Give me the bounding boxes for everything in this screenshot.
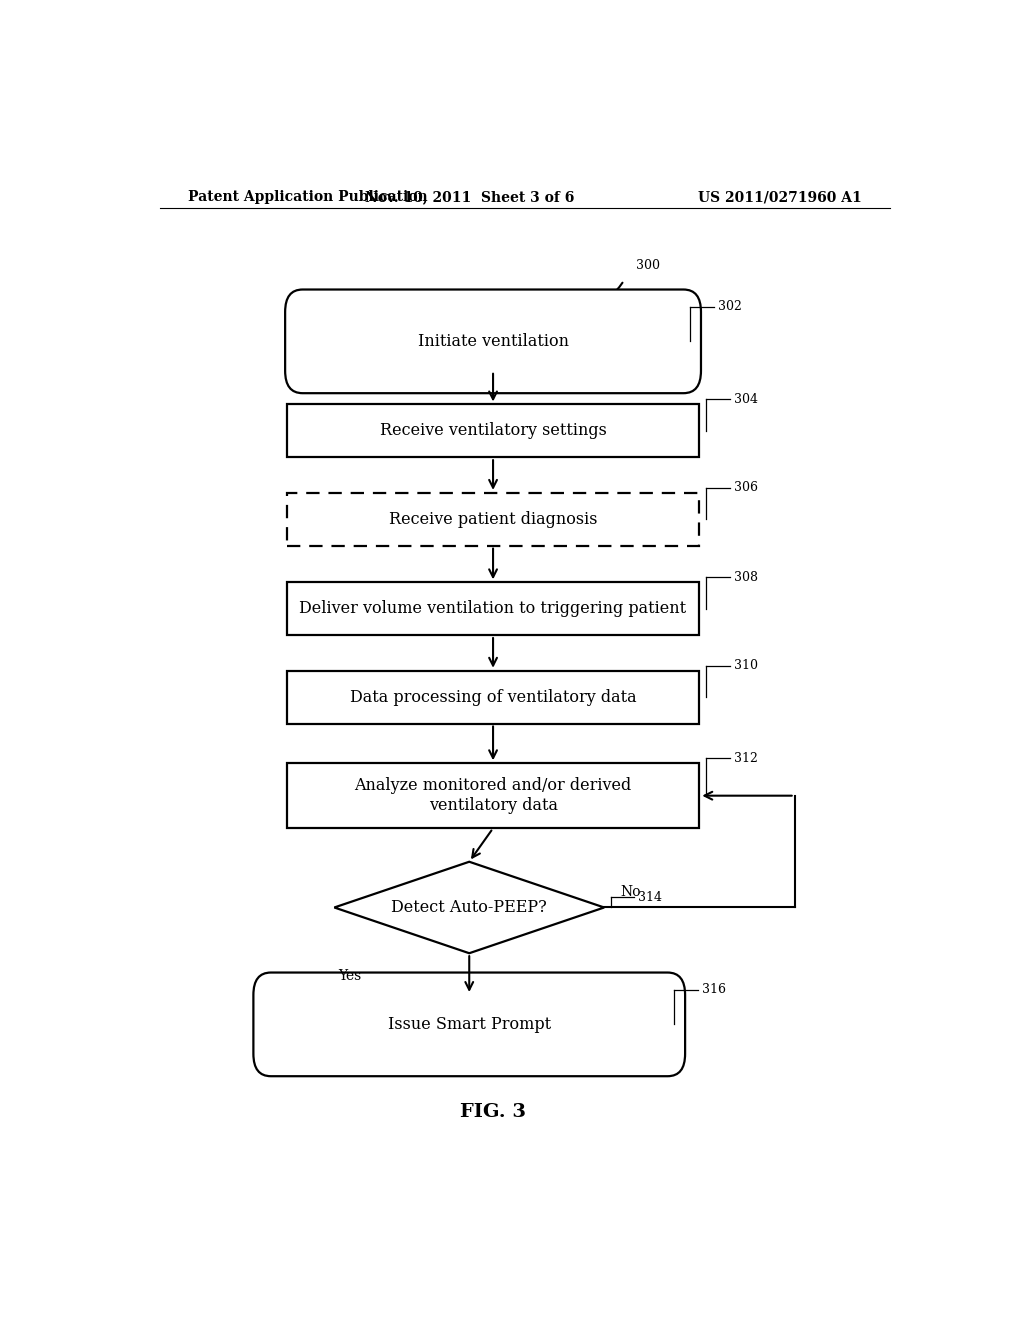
Text: 316: 316 [701, 983, 726, 997]
FancyBboxPatch shape [285, 289, 701, 393]
FancyBboxPatch shape [253, 973, 685, 1076]
Text: US 2011/0271960 A1: US 2011/0271960 A1 [698, 190, 862, 205]
Text: 302: 302 [718, 300, 741, 313]
Text: Yes: Yes [339, 969, 361, 982]
Text: Receive ventilatory settings: Receive ventilatory settings [380, 422, 606, 440]
Text: Analyze monitored and/or derived
ventilatory data: Analyze monitored and/or derived ventila… [354, 777, 632, 814]
Text: Initiate ventilation: Initiate ventilation [418, 333, 568, 350]
Text: FIG. 3: FIG. 3 [460, 1102, 526, 1121]
Text: 304: 304 [733, 393, 758, 405]
Bar [287, 671, 699, 723]
Text: Data processing of ventilatory data: Data processing of ventilatory data [350, 689, 636, 706]
Text: 306: 306 [733, 482, 758, 494]
Text: Receive patient diagnosis: Receive patient diagnosis [389, 511, 597, 528]
Text: 308: 308 [733, 570, 758, 583]
Bar [287, 582, 699, 635]
Bar [287, 492, 699, 545]
Bar [287, 763, 699, 828]
Text: 300: 300 [636, 259, 659, 272]
Text: Nov. 10, 2011  Sheet 3 of 6: Nov. 10, 2011 Sheet 3 of 6 [365, 190, 573, 205]
Text: No: No [620, 886, 641, 899]
Text: 314: 314 [638, 891, 663, 904]
Text: Issue Smart Prompt: Issue Smart Prompt [388, 1016, 551, 1032]
Text: Detect Auto-PEEP?: Detect Auto-PEEP? [391, 899, 547, 916]
Text: 312: 312 [733, 751, 758, 764]
Polygon shape [334, 862, 604, 953]
Text: 310: 310 [733, 659, 758, 672]
Text: Deliver volume ventilation to triggering patient: Deliver volume ventilation to triggering… [299, 601, 687, 618]
Bar [287, 404, 699, 457]
Text: Patent Application Publication: Patent Application Publication [187, 190, 427, 205]
